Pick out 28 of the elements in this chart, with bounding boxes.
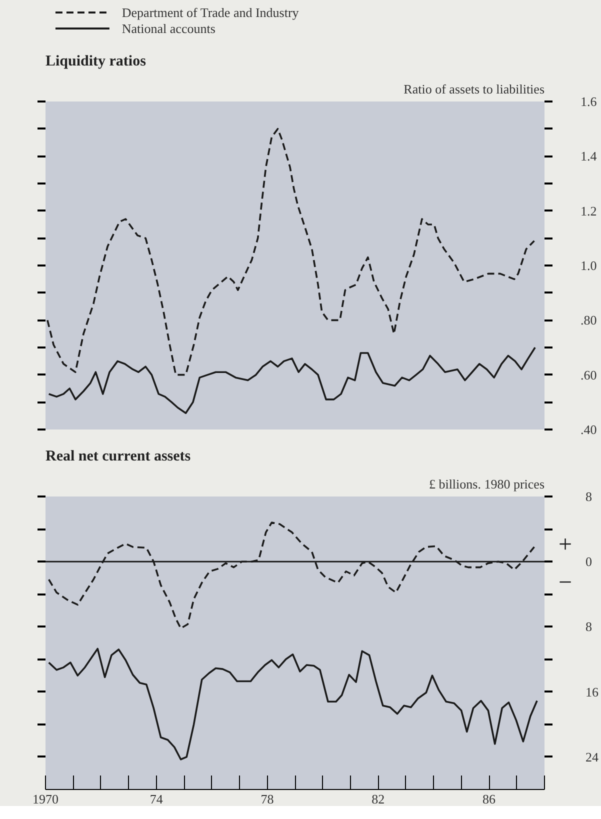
legend-label: National accounts: [122, 21, 216, 36]
x-tick-label: 1970: [32, 792, 58, 806]
y-tick-label: 1.0: [580, 258, 597, 273]
y-tick-label: 24: [586, 749, 599, 764]
y-tick-label: 16: [586, 684, 599, 700]
line-series: [46, 128, 536, 376]
x-tick-label: 86: [482, 792, 496, 806]
y-tick-label: .80: [580, 312, 597, 328]
text: +: [558, 532, 572, 558]
legend-label: Department of Trade and Industry: [122, 5, 300, 20]
x-tick-label: 82: [372, 792, 385, 806]
line-series: [48, 346, 536, 414]
chart-title: Liquidity ratios: [46, 54, 146, 70]
y-tick-label: 1.6: [580, 94, 598, 109]
y-tick-label: 8: [586, 619, 592, 634]
line-series: [48, 648, 538, 760]
y-tick-label: .60: [580, 367, 597, 382]
text: −: [558, 570, 572, 596]
x-tick-label: 78: [260, 792, 274, 806]
x-tick-label: 74: [150, 792, 164, 806]
y-tick-label: 8: [586, 489, 592, 504]
y-tick-label: 1.2: [580, 203, 597, 218]
chart-title: Real net current assets: [46, 448, 191, 464]
y-axis-title: Ratio of assets to liabilities: [404, 82, 545, 96]
y-tick-label: 1.4: [580, 148, 598, 164]
y-axis-title: £ billions. 1980 prices: [428, 476, 544, 492]
y-tick-label: .40: [580, 422, 597, 437]
y-tick-label: 0: [586, 554, 592, 570]
